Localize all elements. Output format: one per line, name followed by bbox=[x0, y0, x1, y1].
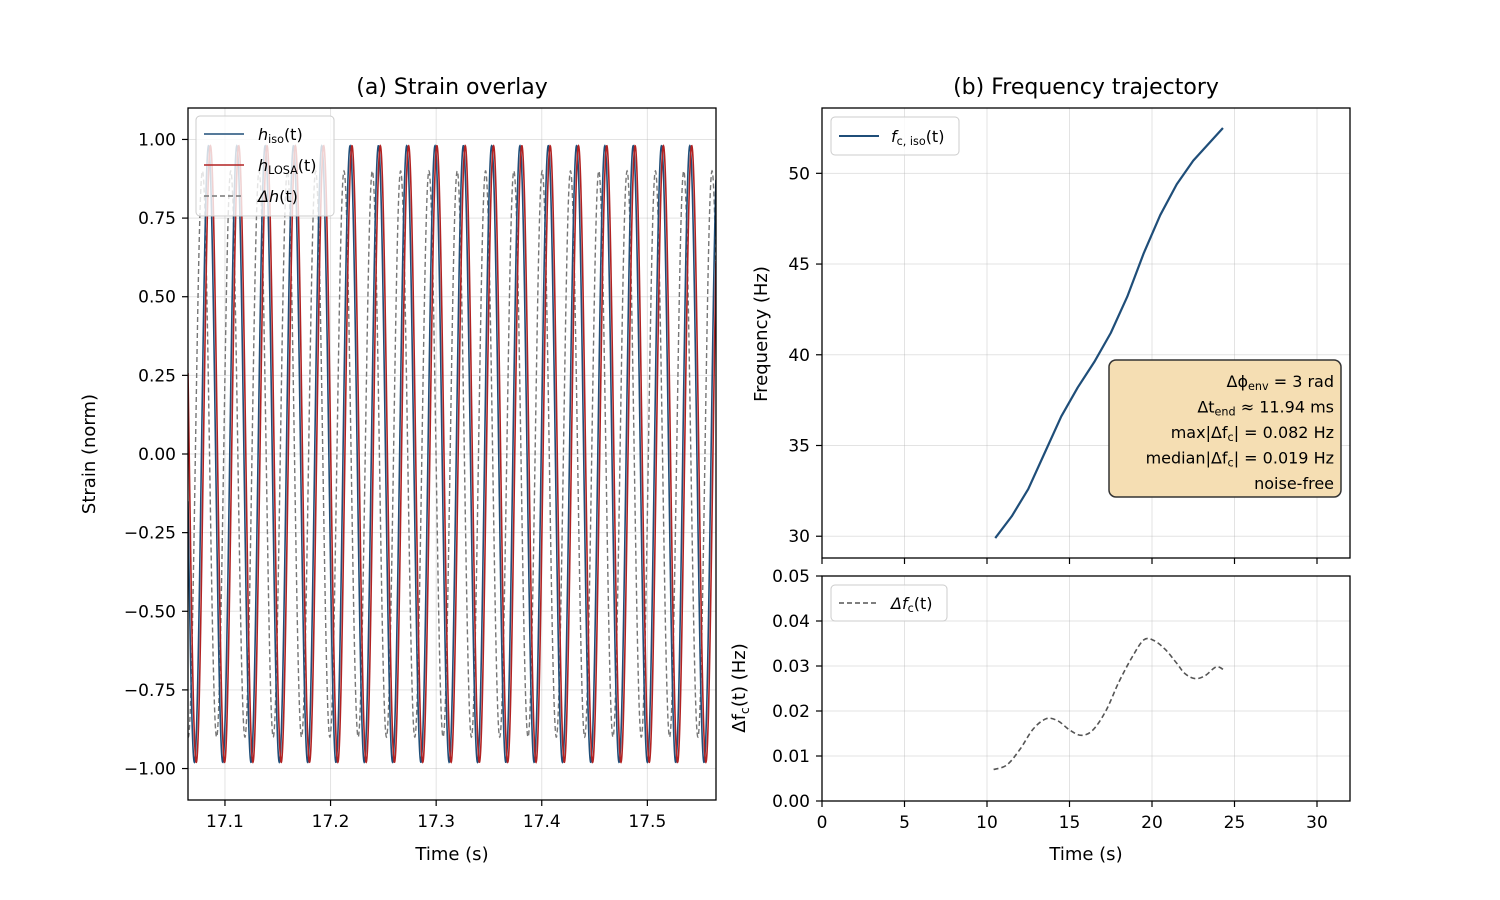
y-tick-label: 0.04 bbox=[772, 612, 810, 632]
panel-b-bottom-frame bbox=[821, 575, 1351, 802]
panel-a-legend: hiso(t) hLOSA(t) Δh(t) bbox=[195, 115, 335, 217]
annotation-line: Δtend ≈ 11.94 ms bbox=[1197, 398, 1334, 419]
panel-b-top-legend: fc, iso(t) bbox=[830, 116, 960, 156]
x-tick-label: 17.1 bbox=[206, 812, 244, 832]
legend-frame bbox=[830, 584, 948, 622]
panel-b-top-ylabel: Frequency (Hz) bbox=[751, 266, 772, 402]
x-tick-label: 17.4 bbox=[523, 812, 561, 832]
y-tick-label: −0.50 bbox=[124, 602, 176, 622]
y-tick-label: 0.02 bbox=[772, 702, 810, 722]
y-tick-label: 0.50 bbox=[138, 288, 176, 308]
x-tick-label: 17.5 bbox=[628, 812, 666, 832]
x-tick-label: 10 bbox=[976, 813, 998, 833]
panel-b-top-frame bbox=[821, 107, 1351, 559]
y-tick-label: 0.75 bbox=[138, 209, 176, 229]
panel-a-ylabel: Strain (norm) bbox=[79, 394, 100, 514]
series-line-delta-fc bbox=[993, 637, 1226, 771]
x-tick-label: 0 bbox=[817, 813, 828, 833]
panel-frequency-difference: 0 5 10 15 20 25 30 0.00 0.01 0.02 0.03 0.04 0.05 Ti… bbox=[729, 567, 1351, 865]
legend-frame bbox=[195, 115, 335, 217]
series-line-fc-iso bbox=[994, 127, 1224, 539]
y-tick-label: −1.00 bbox=[124, 760, 176, 780]
panel-a-xlabel: Time (s) bbox=[414, 844, 488, 865]
y-tick-label: 0.00 bbox=[138, 445, 176, 465]
x-tick-label: 30 bbox=[1306, 813, 1328, 833]
x-tick-label: 17.2 bbox=[312, 812, 350, 832]
series-line-h-iso bbox=[188, 144, 716, 764]
stats-annotation: Δϕenv = 3 rad Δtend ≈ 11.94 ms max|Δfc| = … bbox=[1108, 359, 1342, 498]
series-line-h-losa bbox=[188, 144, 716, 764]
legend-label: fc, iso(t) bbox=[891, 127, 944, 148]
y-tick-label: 0.03 bbox=[772, 657, 810, 677]
annotation-box bbox=[1108, 359, 1342, 498]
y-tick-label: 1.00 bbox=[138, 130, 176, 150]
annotation-line: median|Δfc| = 0.019 Hz bbox=[1146, 449, 1334, 470]
legend-frame bbox=[830, 116, 960, 156]
panel-b-bottom-xlabel: Time (s) bbox=[1048, 844, 1122, 865]
y-tick-label: 0.05 bbox=[772, 567, 810, 587]
panel-frequency-trajectory: (b) Frequency trajectory 30 35 40 45 50 Freq… bbox=[751, 75, 1351, 564]
y-tick-label: 0.00 bbox=[772, 792, 810, 812]
y-tick-label: 35 bbox=[788, 437, 810, 457]
x-tick-label: 15 bbox=[1059, 813, 1081, 833]
y-tick-label: 45 bbox=[788, 255, 810, 275]
legend-label: Δh(t) bbox=[256, 187, 298, 206]
y-tick-label: 0.01 bbox=[772, 747, 810, 767]
y-tick-label: −0.75 bbox=[124, 681, 176, 701]
legend-label: Δfc(t) bbox=[889, 594, 933, 615]
annotation-line: max|Δfc| = 0.082 Hz bbox=[1171, 423, 1334, 444]
panel-strain-overlay: (a) Strain overlay 17.1 17.2 17.3 17.4 17.5 … bbox=[79, 75, 717, 865]
y-tick-label: 30 bbox=[788, 527, 810, 547]
x-tick-label: 20 bbox=[1141, 813, 1163, 833]
x-tick-label: 5 bbox=[899, 813, 910, 833]
x-tick-label: 25 bbox=[1224, 813, 1246, 833]
legend-label: hiso(t) bbox=[258, 125, 303, 146]
annotation-line: noise-free bbox=[1254, 474, 1334, 493]
panel-b-bottom-legend: Δfc(t) bbox=[830, 584, 948, 622]
y-tick-label: 0.25 bbox=[138, 366, 176, 386]
legend-label: hLOSA(t) bbox=[258, 156, 317, 177]
panel-a-title: (a) Strain overlay bbox=[356, 75, 547, 100]
annotation-line: Δϕenv = 3 rad bbox=[1227, 372, 1335, 393]
panel-b-bottom-ylabel: Δfc(t) (Hz) bbox=[729, 643, 752, 732]
x-tick-label: 17.3 bbox=[417, 812, 455, 832]
y-tick-label: 40 bbox=[788, 346, 810, 366]
y-tick-label: 50 bbox=[788, 164, 810, 184]
y-tick-label: −0.25 bbox=[124, 524, 176, 544]
panel-b-title: (b) Frequency trajectory bbox=[953, 75, 1219, 100]
